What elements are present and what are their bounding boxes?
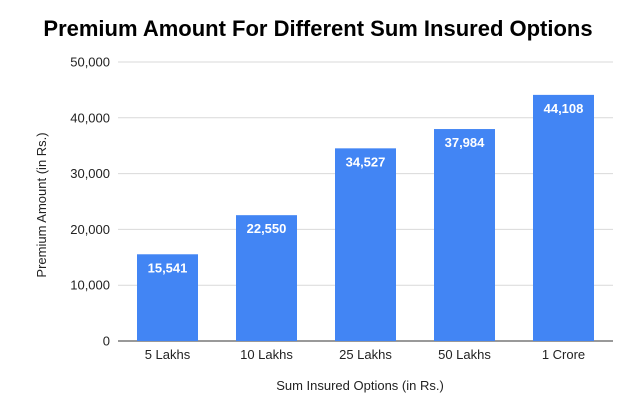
bar-data-label: 37,984	[445, 135, 486, 150]
bar	[434, 129, 495, 341]
x-tick-label: 5 Lakhs	[145, 347, 191, 362]
y-tick-label: 0	[103, 334, 110, 349]
bar	[236, 215, 297, 341]
bar	[533, 94, 594, 342]
x-tick-label: 10 Lakhs	[240, 347, 293, 362]
x-tick-label: 25 Lakhs	[339, 347, 392, 362]
x-axis-title: Sum Insured Options (in Rs.)	[276, 378, 444, 393]
chart-title: Premium Amount For Different Sum Insured…	[43, 16, 592, 41]
y-axis-ticks: 0 10,000 20,000 30,000 40,000 50,000	[70, 55, 110, 349]
bar-data-label: 22,550	[247, 221, 287, 236]
y-tick-label: 20,000	[70, 222, 110, 237]
x-tick-label: 1 Crore	[542, 347, 585, 362]
bar	[335, 148, 396, 341]
bar-data-label: 34,527	[346, 154, 386, 169]
x-tick-label: 50 Lakhs	[438, 347, 491, 362]
bar-data-label: 15,541	[148, 260, 188, 275]
bar-data-label: 44,108	[544, 101, 584, 116]
x-axis-ticks: 5 Lakhs 10 Lakhs 25 Lakhs 50 Lakhs 1 Crore	[145, 347, 585, 362]
y-tick-label: 40,000	[70, 110, 110, 125]
y-tick-label: 50,000	[70, 55, 110, 70]
y-tick-label: 30,000	[70, 166, 110, 181]
bars: 15,541 22,550 34,527 37,984 44,108	[137, 94, 594, 342]
y-axis-title: Premium Amount (in Rs.)	[34, 132, 49, 277]
bar	[137, 254, 198, 341]
y-tick-label: 10,000	[70, 278, 110, 293]
